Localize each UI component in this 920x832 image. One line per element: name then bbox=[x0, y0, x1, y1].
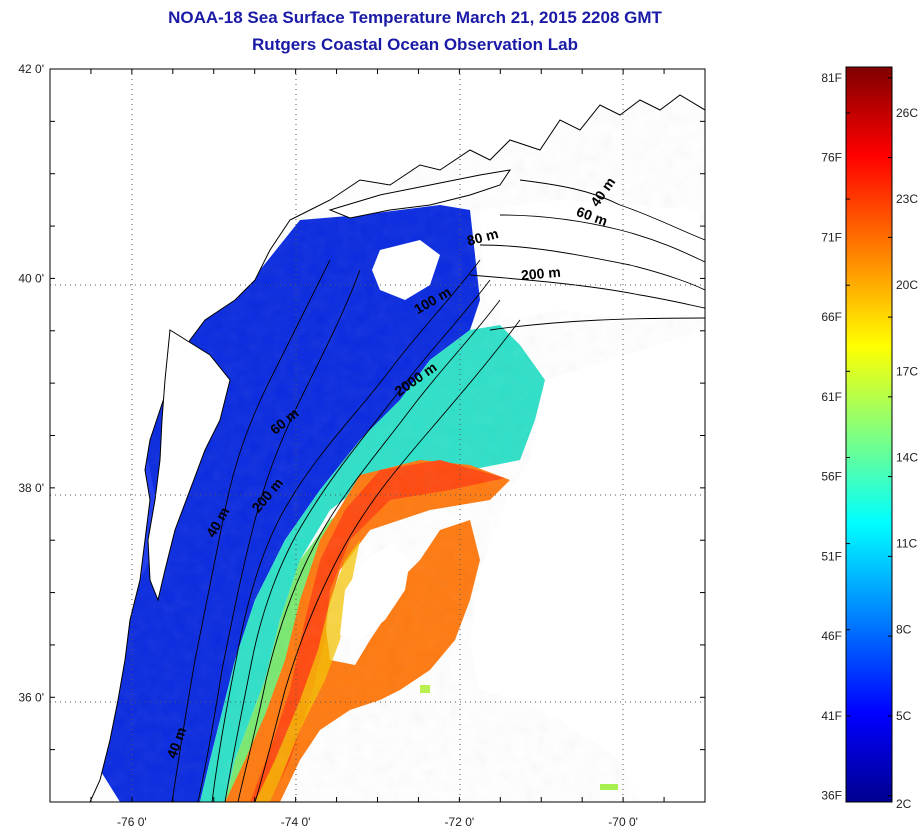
fahrenheit-label: 71F bbox=[821, 230, 842, 244]
fahrenheit-label: 56F bbox=[821, 470, 842, 484]
fahrenheit-label: 66F bbox=[821, 310, 842, 324]
map-title: NOAA-18 Sea Surface Temperature March 21… bbox=[168, 8, 662, 27]
celsius-label: 11C bbox=[896, 537, 917, 551]
axis-ticks bbox=[49, 68, 706, 803]
celsius-label: 17C bbox=[896, 364, 918, 378]
sst-patch bbox=[600, 784, 618, 790]
lat-tick-label: 42 0' bbox=[18, 62, 44, 76]
contour-label: 200 m bbox=[520, 264, 561, 283]
offshore-gap bbox=[490, 470, 705, 720]
celsius-label: 26C bbox=[896, 106, 918, 120]
contour-label: 80 m bbox=[465, 225, 500, 249]
cloud-gap bbox=[372, 240, 440, 300]
contour-80m bbox=[479, 244, 705, 291]
fahrenheit-label: 41F bbox=[821, 709, 842, 723]
celsius-label: 23C bbox=[896, 192, 918, 206]
lat-tick-label: 40 0' bbox=[18, 271, 44, 285]
lon-tick-label: -74 0' bbox=[281, 815, 311, 829]
land bbox=[50, 69, 705, 802]
axis-labels: -76 0' -74 0' -72 0' -70 0' 42 0' 40 0' 38 0' 3… bbox=[18, 62, 638, 829]
lon-tick-label: -72 0' bbox=[445, 815, 475, 829]
land-mass bbox=[50, 69, 705, 802]
contour-40m bbox=[519, 179, 705, 241]
colorbar bbox=[845, 66, 893, 803]
celsius-label: 5C bbox=[896, 709, 912, 723]
lat-tick-label: 36 0' bbox=[18, 690, 44, 704]
colorbar-labels: 26C 23C 20C 17C 14C 11C 8C 5C 2C 81F 76F 71F 66F 61F 5… bbox=[821, 71, 918, 811]
lon-tick-label: -70 0' bbox=[608, 815, 638, 829]
fahrenheit-label: 61F bbox=[821, 390, 842, 404]
contour-inner-1 bbox=[171, 259, 331, 802]
map-subtitle: Rutgers Coastal Ocean Observation Lab bbox=[252, 35, 578, 54]
warm-core-gap bbox=[340, 545, 410, 640]
cloud-gap bbox=[480, 200, 705, 320]
fahrenheit-label: 76F bbox=[821, 151, 842, 165]
fahrenheit-label: 51F bbox=[821, 549, 842, 563]
sst-patch bbox=[420, 685, 430, 693]
fahrenheit-label: 81F bbox=[821, 71, 842, 85]
long-island bbox=[328, 169, 512, 219]
bathymetry-contours bbox=[171, 179, 705, 802]
delmarva-peninsula bbox=[147, 329, 231, 602]
contour-shelf-3 bbox=[237, 299, 501, 802]
contour-60m bbox=[499, 214, 705, 263]
lon-tick-label: -76 0' bbox=[117, 815, 147, 829]
lat-tick-label: 38 0' bbox=[18, 481, 44, 495]
contour-2000m bbox=[489, 317, 705, 331]
celsius-label: 20C bbox=[896, 278, 918, 292]
contour-inner-2 bbox=[197, 269, 361, 802]
grid-lines bbox=[50, 69, 705, 802]
contour-shelf-4 bbox=[254, 319, 521, 802]
fahrenheit-label: 36F bbox=[821, 789, 842, 803]
celsius-label: 8C bbox=[896, 623, 912, 637]
celsius-label: 2C bbox=[896, 797, 912, 811]
fahrenheit-label: 46F bbox=[821, 629, 842, 643]
contour-shelf-2 bbox=[224, 279, 491, 802]
contour-200m bbox=[469, 274, 705, 309]
celsius-label: 14C bbox=[896, 450, 918, 464]
contour-shelf-1 bbox=[211, 259, 481, 802]
